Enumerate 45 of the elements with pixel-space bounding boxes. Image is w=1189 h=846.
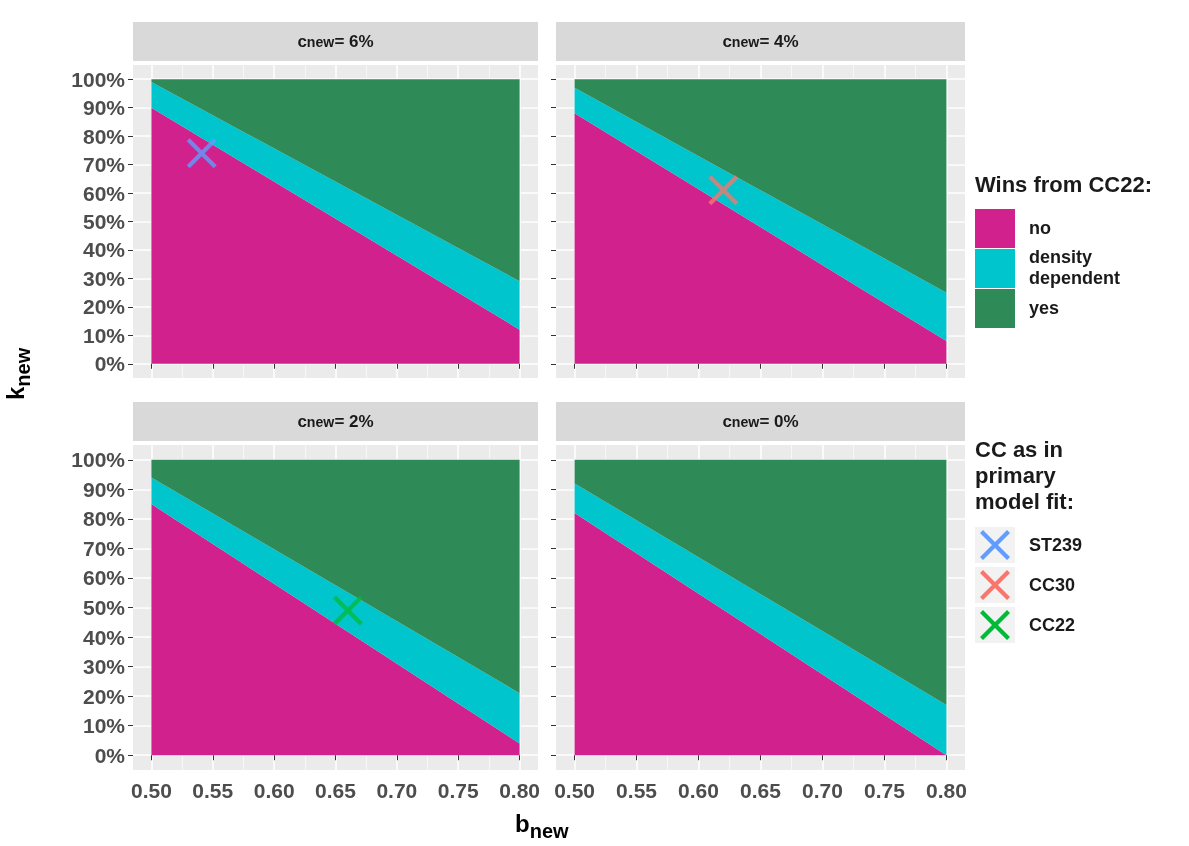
y-tick-label: 70% <box>82 153 126 177</box>
x-tick-label: 0.70 <box>802 779 843 802</box>
x-tick-label: 0.60 <box>253 779 295 802</box>
y-tick-label: 20% <box>82 684 126 708</box>
legend-title: CC as in primary model fit: <box>975 437 1075 515</box>
x-tick-label: 0.50 <box>554 779 596 802</box>
y-tick-label: 100% <box>71 448 126 472</box>
legend-title: Wins from CC22: <box>975 172 1154 198</box>
x-tick-label: 0.75 <box>864 779 906 802</box>
y-tick-label: 100% <box>71 67 126 91</box>
y-tick-label: 10% <box>82 323 126 347</box>
y-tick-label: 30% <box>82 655 126 679</box>
x-axis-title: b$_{new}$ <box>515 810 569 843</box>
x-tick-label: 0.80 <box>925 779 967 802</box>
y-tick-label: 60% <box>82 181 126 205</box>
x-tick-label: 0.50 <box>130 779 172 802</box>
y-tick-label: 0% <box>94 743 126 767</box>
y-tick-label: 40% <box>82 625 126 649</box>
y-tick-label: 0% <box>94 352 126 376</box>
x-tick-label: 0.75 <box>437 779 479 802</box>
x-tick-label: 0.65 <box>315 779 357 802</box>
legend-label: no <box>1029 217 1052 239</box>
x-tick-label: 0.70 <box>376 779 418 802</box>
legend-label: density dependent <box>1029 247 1121 289</box>
x-tick-label: 0.60 <box>678 779 719 802</box>
y-tick-label: 60% <box>82 566 126 590</box>
x-tick-label: 0.80 <box>499 779 541 802</box>
y-tick-label: 90% <box>82 477 126 501</box>
legend-label: ST239 <box>1029 534 1084 556</box>
y-tick-label: 10% <box>82 714 126 738</box>
legend-label: yes <box>1029 297 1061 319</box>
legend-label: CC22 <box>1029 614 1077 636</box>
x-tick-label: 0.55 <box>192 779 234 802</box>
legend-label: CC30 <box>1029 574 1077 596</box>
y-tick-label: 80% <box>82 124 126 148</box>
y-tick-label: 50% <box>82 596 126 619</box>
y-tick-label: 70% <box>82 536 126 560</box>
y-tick-label: 30% <box>82 266 126 290</box>
x-tick-label: 0.55 <box>616 779 658 802</box>
y-tick-label: 80% <box>82 507 126 531</box>
y-tick-label: 90% <box>82 96 126 120</box>
y-tick-label: 20% <box>82 295 126 319</box>
x-tick-label: 0.65 <box>740 779 782 802</box>
y-tick-label: 40% <box>82 238 126 262</box>
y-tick-label: 50% <box>82 210 126 233</box>
